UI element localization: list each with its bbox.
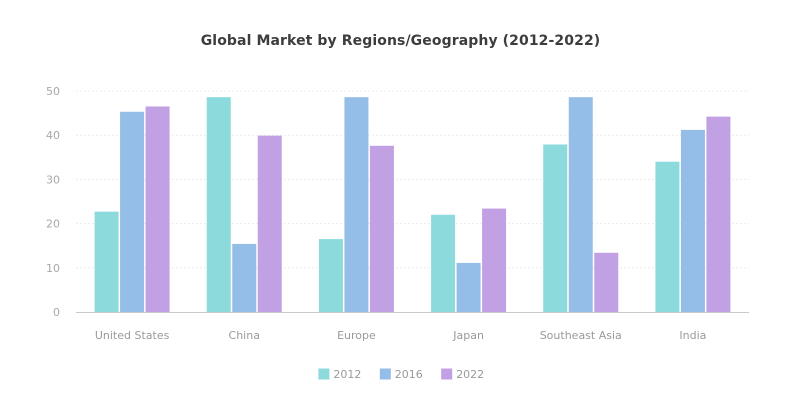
legend-label-2012[interactable]: 2012 [333, 368, 361, 381]
bars [94, 97, 731, 312]
x-category-label: China [229, 329, 260, 342]
legend: 2012 2016 2022 [318, 368, 484, 381]
x-category-label: India [679, 329, 706, 342]
chart-title: Global Market by Regions/Geography (2012… [200, 33, 601, 49]
x-axis-categories: United States China Europe Japan Southeast A… [95, 329, 707, 342]
bar-2022-southeast-asia[interactable] [594, 252, 619, 312]
y-tick-label: 40 [46, 129, 60, 142]
bar-2012-india[interactable] [655, 161, 680, 312]
bar-2022-united-states[interactable] [145, 106, 170, 312]
legend-swatch-2012[interactable] [318, 368, 330, 380]
bar-2016-europe[interactable] [344, 97, 369, 312]
bar-2016-japan[interactable] [456, 262, 481, 312]
y-tick-label: 10 [46, 262, 60, 275]
x-category-label: Southeast Asia [540, 329, 622, 342]
legend-label-2016[interactable]: 2016 [395, 368, 423, 381]
y-tick-label: 50 [46, 85, 60, 98]
legend-swatch-2022[interactable] [441, 368, 453, 380]
bar-2022-india[interactable] [706, 116, 731, 312]
bar-2016-india[interactable] [680, 129, 705, 312]
bar-2012-europe[interactable] [318, 239, 343, 312]
y-tick-label: 20 [46, 218, 60, 231]
legend-label-2022[interactable]: 2022 [456, 368, 484, 381]
x-category-label: Europe [337, 329, 376, 342]
bar-2012-united-states[interactable] [94, 211, 119, 312]
x-category-label: United States [95, 329, 170, 342]
y-tick-label: 30 [46, 173, 60, 186]
y-axis-ticks: 0 10 20 30 40 50 [46, 85, 60, 319]
bar-2022-china[interactable] [257, 135, 282, 312]
bar-2022-europe[interactable] [369, 145, 394, 312]
y-tick-label: 0 [53, 306, 60, 319]
gridlines [76, 90, 749, 269]
bar-2016-united-states[interactable] [120, 111, 145, 312]
x-category-label: Japan [452, 329, 484, 342]
bar-2012-japan[interactable] [431, 214, 456, 312]
bar-2016-southeast-asia[interactable] [568, 97, 593, 312]
legend-swatch-2016[interactable] [379, 368, 391, 380]
bar-2012-china[interactable] [206, 97, 231, 312]
bar-2012-southeast-asia[interactable] [543, 144, 568, 312]
bar-2022-japan[interactable] [482, 208, 507, 312]
bar-2016-china[interactable] [232, 243, 257, 312]
